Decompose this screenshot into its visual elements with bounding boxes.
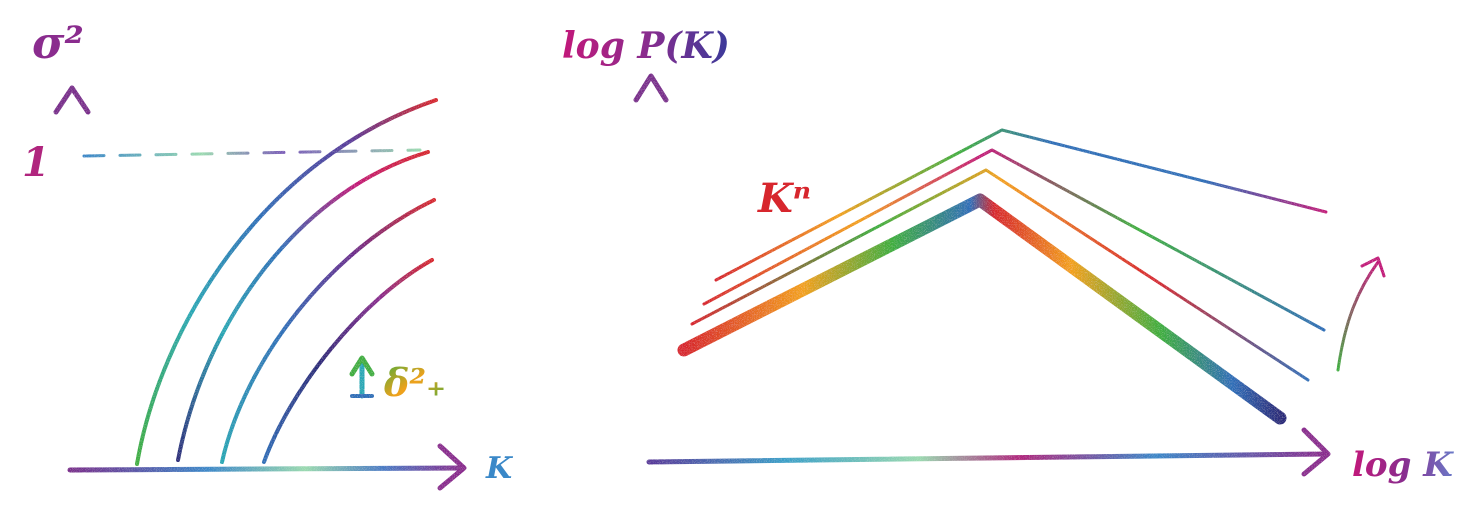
right-panel [633,73,1386,477]
variance-curve-1 [135,98,438,466]
right-x-axis [646,451,1327,465]
left-x-axis-label: K [485,451,514,486]
variance-curve-4 [262,258,434,464]
spectrum-curve-1 [714,128,1328,282]
left-panel [53,85,467,491]
left-y-axis-label: σ² [32,18,84,69]
reference-value-label: 1 [22,139,50,186]
right-y-axis-label: log P(K) [562,25,730,67]
right-x-axis-label: log K [1352,445,1454,485]
right-y-axis-arrowhead [633,73,669,103]
left-y-axis-arrowhead [53,85,91,115]
annotation-label: δ²₊ [383,360,446,405]
left-x-axis [67,465,465,473]
variance-curve-2 [176,150,430,462]
slope-label: Kⁿ [757,175,811,222]
variance-curve-3 [220,198,436,464]
curved-arrow-icon [1336,256,1386,372]
left-x-axis-arrowhead [437,443,467,491]
spectrum-curve-2 [702,148,1326,332]
reference-dashed-line [82,148,422,158]
increase-arrow-icon [349,355,375,399]
right-x-axis-arrowhead [1301,427,1331,477]
spectrum-curve-3 [690,168,1310,382]
spectrum-curve-4 [677,193,1287,425]
